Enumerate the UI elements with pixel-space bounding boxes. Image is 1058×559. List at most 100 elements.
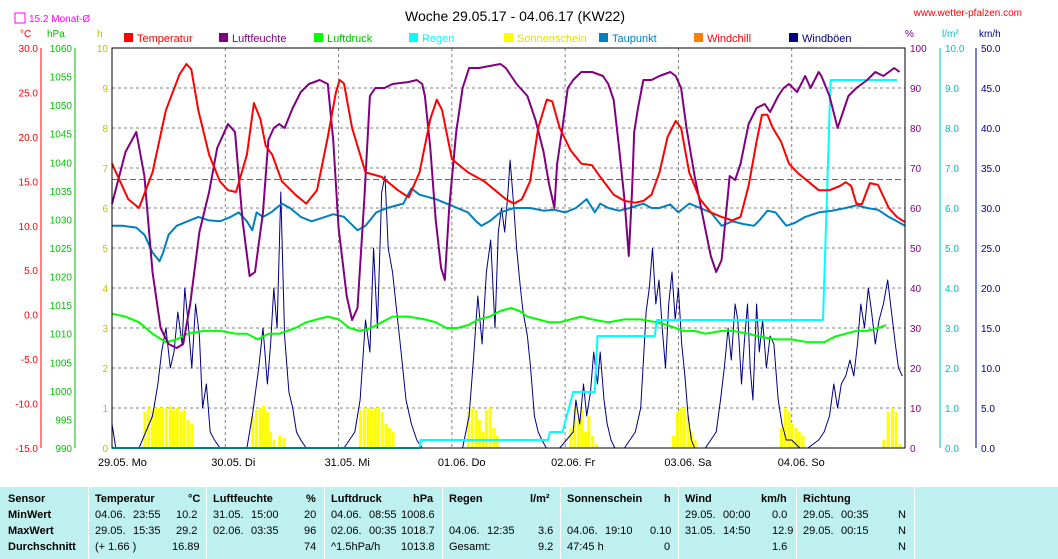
site-link[interactable]: www.wetter-pfalzen.com [913, 8, 1022, 19]
sunshine-bar [682, 408, 686, 448]
table-cell: 29.05. [685, 509, 716, 521]
hum-tick-label: 10 [910, 404, 922, 415]
hpa-tick-label: 995 [55, 415, 72, 426]
sunshine-bar [779, 428, 783, 448]
sunshine-bar [693, 440, 697, 448]
hpa-tick-label: 1060 [50, 44, 73, 55]
table-cell: 00:35 [841, 509, 869, 521]
legend-swatch-gusts [789, 33, 798, 42]
hpa-tick-label: 1035 [50, 187, 73, 198]
sunshine-bar [573, 408, 577, 448]
sunshine-bar [580, 410, 584, 448]
rain-tick-label: 6.0 [945, 204, 959, 215]
sunshine-bar [272, 440, 276, 448]
hpa-tick-label: 1020 [50, 273, 73, 284]
sunshine-bar [587, 416, 591, 448]
sunshine-bar [157, 408, 161, 448]
rain-tick-label: 1.0 [945, 404, 959, 415]
wind-tick-label: 50.0 [981, 44, 1001, 55]
sunshine-bar [577, 420, 581, 448]
table-header-wind-unit: km/h [761, 493, 787, 505]
table-cell: 15:00 [251, 509, 279, 521]
sun-tick-label: 8 [102, 124, 108, 135]
unit-hours: h [97, 29, 103, 40]
table-cell: 12:35 [487, 525, 515, 537]
unit-celsius: °C [20, 29, 31, 40]
table-row-label: MinWert [8, 509, 52, 521]
hum-tick-label: 50 [910, 244, 922, 255]
day-label: 02.06. Fr [551, 457, 595, 469]
sunshine-bar [484, 410, 488, 448]
hum-tick-label: 70 [910, 164, 922, 175]
legend-dewpoint: Taupunkt [612, 33, 657, 45]
table-header-sun: Sonnenschein [567, 493, 643, 505]
table-cell: 74 [304, 541, 317, 553]
table-header-rain-unit: l/m² [530, 493, 550, 505]
hpa-tick-label: 1025 [50, 244, 73, 255]
sunshine-bar [675, 412, 679, 448]
wind-tick-label: 35.0 [981, 164, 1001, 175]
series-humidity [111, 63, 901, 349]
temp-tick-label: 0.0 [24, 311, 38, 322]
table-header-rain: Regen [449, 493, 483, 505]
temp-tick-label: 15.0 [19, 177, 39, 188]
statistics-table: Sensor Temperatur °C Luftfeuchte % Luftd… [0, 487, 1058, 559]
sunshine-bar [154, 408, 158, 448]
day-label: 31.05. Mi [325, 457, 370, 469]
table-cell: 0.0 [772, 509, 788, 521]
table-header-press-unit: hPa [413, 493, 434, 505]
month-avg-icon [14, 12, 26, 24]
sun-tick-label: 7 [102, 164, 108, 175]
sunshine-bar [492, 428, 496, 448]
legend-swatch-temperature [124, 33, 133, 42]
unit-kmh: km/h [979, 29, 1001, 40]
sunshine-bar [359, 410, 363, 448]
day-label: 03.06. Sa [664, 457, 712, 469]
sunshine-bar [801, 436, 805, 448]
table-header-wind: Wind [685, 493, 712, 505]
sunshine-bar [886, 412, 890, 448]
table-cell: 31.05. [213, 509, 244, 521]
hum-tick-label: 40 [910, 284, 922, 295]
sunshine-bar [147, 406, 151, 448]
wind-tick-label: 15.0 [981, 324, 1001, 335]
hum-tick-label: 30 [910, 324, 922, 335]
sunshine-bar [783, 408, 787, 448]
sunshine-bar [182, 410, 186, 448]
sunshine-bar [369, 410, 373, 448]
table-cell: 1.6 [772, 541, 788, 553]
sunshine-bar [569, 428, 573, 448]
hum-tick-label: 0 [910, 444, 916, 455]
sunshine-bar [269, 432, 273, 448]
table-cell: N [898, 525, 906, 537]
sunshine-bar [495, 436, 499, 448]
sunshine-bar [882, 440, 886, 448]
table-header-hum-unit: % [306, 493, 316, 505]
table-cell: 16.89 [172, 541, 200, 553]
series-dewpoint [112, 187, 906, 263]
day-label: 01.06. Do [438, 457, 486, 469]
hpa-tick-label: 1030 [50, 215, 73, 226]
table-cell: 00:00 [723, 509, 751, 521]
wind-tick-label: 25.0 [981, 244, 1001, 255]
sunshine-bar [164, 408, 168, 448]
sunshine-bar [797, 432, 801, 448]
sunshine-bar [262, 406, 266, 448]
table-cell: 12.9 [772, 525, 794, 537]
table-cell: 0.10 [650, 525, 672, 537]
series-rain [112, 79, 897, 449]
hpa-tick-label: 1000 [50, 387, 73, 398]
legend-swatch-pressure [314, 33, 323, 42]
table-header-hum: Luftfeuchte [213, 493, 273, 505]
sunshine-bar [380, 412, 384, 448]
wind-tick-label: 30.0 [981, 204, 1001, 215]
table-cell: 00:35 [369, 525, 397, 537]
table-cell: 3.6 [538, 525, 554, 537]
hpa-tick-label: 1005 [50, 358, 73, 369]
sunshine-bar [467, 412, 471, 448]
sunshine-bar [672, 436, 676, 448]
sunshine-bar [373, 408, 377, 448]
table-cell: N [898, 541, 906, 553]
table-cell: 1013.8 [401, 541, 435, 553]
table-cell: 47:45 h [567, 541, 604, 553]
